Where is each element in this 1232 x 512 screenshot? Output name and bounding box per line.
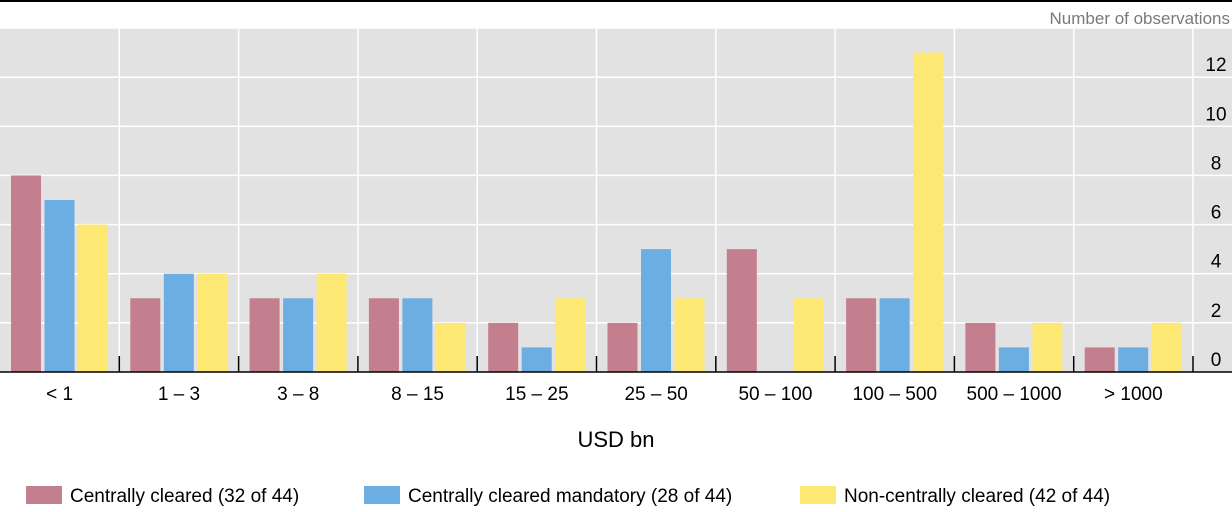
bar (674, 298, 705, 372)
bar (78, 224, 108, 372)
bar (641, 249, 671, 372)
legend-swatch (26, 486, 62, 504)
legend-item: Centrally cleared mandatory (28 of 44) (364, 486, 732, 507)
legend-label: Centrally cleared (32 of 44) (70, 486, 299, 507)
bar (435, 322, 466, 372)
category-label: < 1 (46, 384, 73, 405)
legend-swatch (364, 486, 400, 504)
y-tick-label: 4 (1211, 252, 1222, 273)
bar (521, 347, 552, 372)
bar (249, 298, 280, 372)
bar (913, 52, 944, 372)
bar (965, 322, 996, 372)
y-tick-label: 6 (1211, 203, 1222, 224)
bar (316, 273, 347, 372)
bar (283, 298, 314, 372)
legend-item: Non-centrally cleared (42 of 44) (800, 486, 1110, 507)
bar (1151, 322, 1182, 372)
legend-label: Non-centrally cleared (42 of 44) (844, 486, 1110, 507)
y-tick-labels: 0 2 4 6 8 10 12 (1205, 55, 1226, 371)
bar (1118, 347, 1149, 372)
bar (998, 347, 1029, 372)
category-label: 500 – 1000 (967, 384, 1062, 405)
y-unit-label: Number of observations (1050, 9, 1230, 28)
y-tick-label: 2 (1211, 301, 1222, 322)
legend-item: Centrally cleared (32 of 44) (26, 486, 299, 507)
bar (402, 298, 433, 372)
category-label: 50 – 100 (738, 384, 812, 405)
category-label: 100 – 500 (852, 384, 937, 405)
y-tick-label: 0 (1211, 350, 1222, 371)
category-labels: < 1 1 – 3 3 – 8 8 – 15 15 – 25 25 – 50 50 – 10… (46, 384, 1163, 405)
x-ticks (118, 356, 1194, 372)
bar (726, 249, 757, 372)
bar (488, 322, 519, 372)
bar (197, 273, 228, 372)
category-label: 25 – 50 (624, 384, 687, 405)
category-label: 1 – 3 (158, 384, 200, 405)
bar (846, 298, 877, 372)
legend-swatch (800, 486, 836, 504)
legend-label: Centrally cleared mandatory (28 of 44) (408, 486, 732, 507)
bar (368, 298, 399, 372)
y-tick-label: 12 (1205, 55, 1226, 76)
bar (1084, 347, 1115, 372)
category-label: 3 – 8 (277, 384, 319, 405)
bar (130, 298, 161, 372)
bar (555, 298, 586, 372)
category-label: 8 – 15 (391, 384, 444, 405)
bar (11, 175, 41, 372)
category-label: 15 – 25 (505, 384, 568, 405)
category-label: > 1000 (1104, 384, 1163, 405)
x-axis-title: USD bn (577, 427, 654, 452)
bars (11, 52, 1182, 372)
y-tick-label: 10 (1205, 104, 1226, 125)
y-tick-label: 8 (1211, 153, 1222, 174)
bar (607, 322, 638, 372)
bar (879, 298, 910, 372)
bar (44, 200, 75, 372)
bar (1032, 322, 1063, 372)
bar (163, 273, 194, 372)
bar (793, 298, 824, 372)
legend: Centrally cleared (32 of 44) Centrally cl… (26, 486, 1110, 507)
